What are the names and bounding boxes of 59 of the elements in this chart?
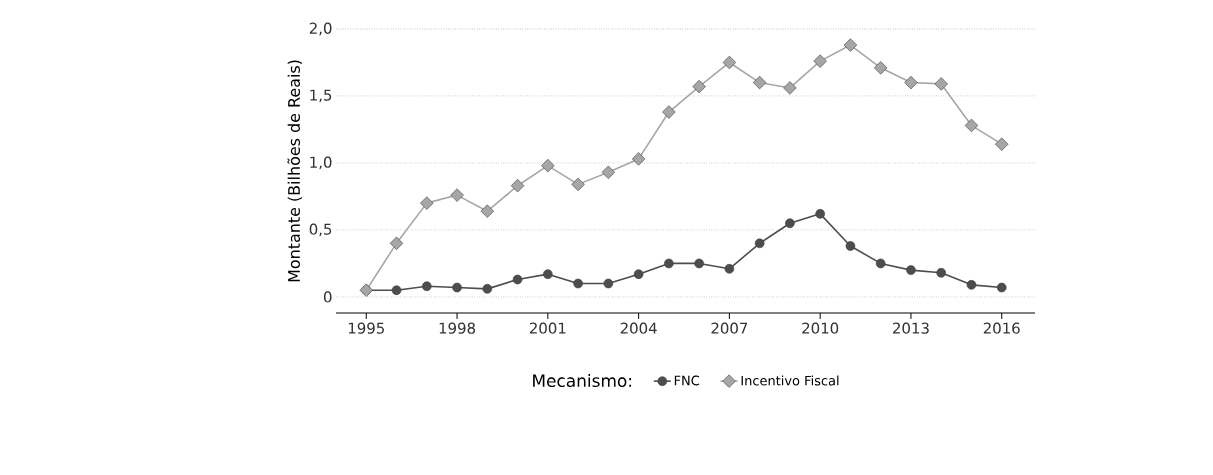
point	[420, 196, 434, 210]
point	[633, 269, 644, 279]
point	[906, 265, 916, 275]
point	[813, 54, 827, 68]
point	[936, 268, 947, 278]
point	[754, 238, 765, 249]
x-tick-label: 2016	[983, 322, 1020, 334]
point	[904, 75, 918, 90]
point	[543, 269, 553, 279]
point	[662, 105, 676, 119]
y-tick-label: 2,0	[309, 22, 332, 36]
point	[571, 177, 585, 192]
point	[783, 81, 797, 95]
point	[480, 204, 494, 218]
x-tick-label: 1998	[439, 322, 476, 334]
point	[996, 282, 1007, 293]
x-tick-label: 2001	[529, 322, 566, 334]
legend-label: Incentivo Fiscal	[741, 375, 839, 386]
point	[966, 280, 977, 290]
point	[874, 61, 888, 75]
y-tick-label: 1,0	[310, 156, 332, 170]
point	[512, 274, 523, 285]
point	[815, 209, 825, 219]
point	[389, 236, 404, 250]
point	[664, 258, 674, 269]
point	[724, 263, 735, 274]
point	[692, 79, 706, 94]
point	[934, 77, 948, 91]
point	[875, 258, 886, 269]
point	[452, 282, 462, 293]
point	[722, 55, 737, 70]
point	[964, 118, 979, 133]
x-tick-label: 2007	[711, 322, 748, 334]
point	[573, 278, 583, 289]
point	[995, 137, 1009, 151]
y-tick-label: 1,5	[310, 89, 332, 103]
y-axis-title: Montante (Bilhões de Reais)	[287, 60, 302, 282]
point	[421, 281, 432, 291]
point	[601, 165, 616, 179]
point	[450, 188, 464, 202]
x-tick-label: 2013	[893, 322, 929, 334]
point	[694, 258, 704, 269]
x-tick-label: 1995	[348, 322, 384, 334]
point	[603, 278, 614, 289]
y-tick-label: 0,5	[309, 223, 332, 237]
x-tick-label: 2004	[620, 322, 657, 334]
point	[482, 284, 493, 294]
legend-label: FNC	[674, 375, 700, 386]
point	[510, 179, 525, 193]
x-tick-label: 2010	[802, 322, 839, 334]
point	[631, 152, 646, 166]
point	[391, 285, 402, 296]
point	[541, 158, 555, 173]
point	[845, 241, 856, 251]
point	[752, 75, 767, 90]
point	[785, 218, 795, 229]
point	[843, 38, 858, 52]
legend-title: Mecanismo:	[533, 373, 632, 388]
y-tick-label: 0	[323, 291, 332, 303]
